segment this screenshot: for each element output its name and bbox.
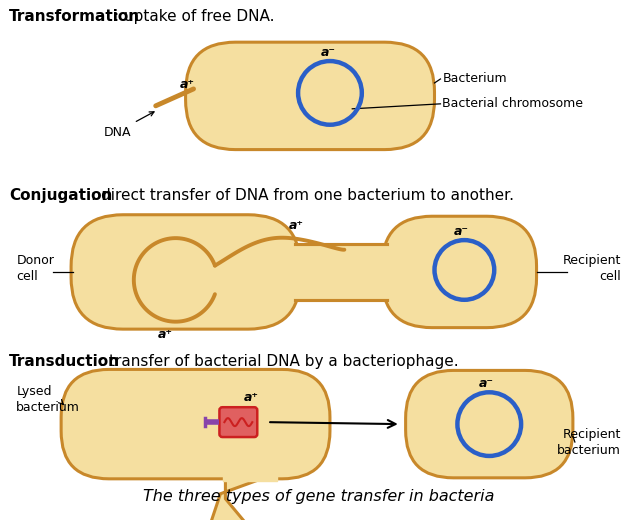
Bar xyxy=(295,244,387,300)
Text: : uptake of free DNA.: : uptake of free DNA. xyxy=(114,9,274,24)
FancyBboxPatch shape xyxy=(382,216,537,328)
Text: Conjugation: Conjugation xyxy=(10,189,113,203)
Text: a⁺: a⁺ xyxy=(289,219,304,232)
FancyBboxPatch shape xyxy=(71,215,300,329)
Text: a⁻: a⁻ xyxy=(320,46,336,59)
Text: Recipient
bacterium: Recipient bacterium xyxy=(557,428,621,456)
Polygon shape xyxy=(211,474,275,521)
Text: Transformation: Transformation xyxy=(10,9,140,24)
Text: : transfer of bacterial DNA by a bacteriophage.: : transfer of bacterial DNA by a bacteri… xyxy=(99,354,458,369)
Text: DNA: DNA xyxy=(103,126,131,139)
Text: a⁺: a⁺ xyxy=(243,391,258,404)
FancyBboxPatch shape xyxy=(186,42,434,150)
Text: Recipient
cell: Recipient cell xyxy=(562,254,621,283)
Text: a⁺: a⁺ xyxy=(180,78,195,91)
Text: a⁻: a⁻ xyxy=(478,377,494,390)
Text: Bacterial chromosome: Bacterial chromosome xyxy=(443,97,584,110)
Text: Donor
cell: Donor cell xyxy=(17,254,54,283)
FancyBboxPatch shape xyxy=(219,407,257,437)
Text: a⁺: a⁺ xyxy=(158,328,173,341)
Text: : direct transfer of DNA from one bacterium to another.: : direct transfer of DNA from one bacter… xyxy=(91,189,514,203)
Text: Bacterium: Bacterium xyxy=(443,72,507,85)
Text: The three types of gene transfer in bacteria: The three types of gene transfer in bact… xyxy=(144,489,494,504)
FancyBboxPatch shape xyxy=(406,370,573,478)
FancyBboxPatch shape xyxy=(61,369,330,479)
Text: a⁻: a⁻ xyxy=(454,225,469,238)
Text: Transduction: Transduction xyxy=(10,354,121,369)
Text: Lysed
bacterium: Lysed bacterium xyxy=(17,384,80,414)
